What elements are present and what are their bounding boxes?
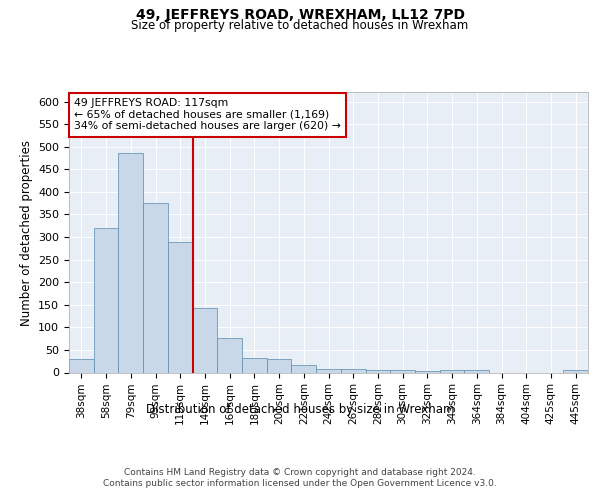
Bar [415, 370, 440, 372]
Bar [563, 370, 588, 372]
Bar [69, 359, 94, 372]
Bar [365, 370, 390, 372]
Text: 49 JEFFREYS ROAD: 117sqm
← 65% of detached houses are smaller (1,169)
34% of sem: 49 JEFFREYS ROAD: 117sqm ← 65% of detach… [74, 98, 341, 132]
Text: 49, JEFFREYS ROAD, WREXHAM, LL12 7PD: 49, JEFFREYS ROAD, WREXHAM, LL12 7PD [136, 8, 464, 22]
Bar [242, 358, 267, 372]
Bar [143, 203, 168, 372]
Bar [118, 154, 143, 372]
Bar [316, 369, 341, 372]
Bar [168, 242, 193, 372]
Bar [292, 366, 316, 372]
Bar [217, 338, 242, 372]
Text: Distribution of detached houses by size in Wrexham: Distribution of detached houses by size … [146, 402, 454, 415]
Bar [440, 370, 464, 372]
Bar [267, 359, 292, 372]
Text: Contains HM Land Registry data © Crown copyright and database right 2024.
Contai: Contains HM Land Registry data © Crown c… [103, 468, 497, 487]
Text: Size of property relative to detached houses in Wrexham: Size of property relative to detached ho… [131, 19, 469, 32]
Bar [464, 370, 489, 372]
Bar [341, 370, 365, 372]
Bar [390, 370, 415, 372]
Y-axis label: Number of detached properties: Number of detached properties [20, 140, 32, 326]
Bar [193, 308, 217, 372]
Bar [94, 228, 118, 372]
